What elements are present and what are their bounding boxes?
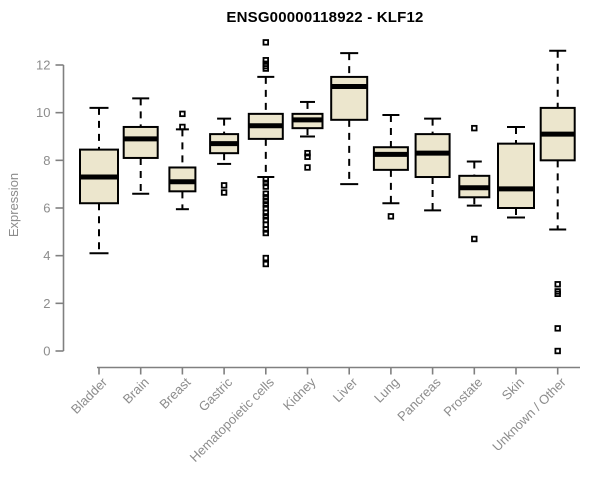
outlier-point: [554, 325, 561, 332]
y-tick-label: 0: [43, 344, 50, 359]
x-category-label: Lung: [371, 375, 402, 406]
x-category-label: Liver: [330, 374, 361, 405]
x-category-label: Gastric: [196, 374, 236, 414]
outlier-point: [387, 213, 395, 220]
box-brain: [122, 97, 159, 195]
outlier-point: [262, 209, 269, 216]
outlier-point: [262, 183, 269, 190]
outlier-point: [220, 189, 228, 196]
outlier-point: [262, 260, 269, 268]
outlier-point: [304, 164, 311, 171]
outlier-point: [262, 213, 269, 220]
outlier-point: [262, 179, 269, 187]
box-pancreas: [414, 117, 451, 212]
iqr-box: [497, 142, 535, 209]
outlier-point: [262, 229, 269, 237]
outlier-point: [554, 281, 561, 288]
outlier-point: [262, 176, 269, 183]
outlier-point: [554, 290, 561, 297]
outlier-point: [554, 347, 561, 355]
x-category-label: Pancreas: [394, 374, 444, 424]
box-bladder: [79, 106, 119, 255]
y-tick-label: 12: [36, 58, 50, 73]
iqr-box: [372, 146, 409, 171]
outlier-point: [262, 197, 269, 205]
y-tick-label: 2: [43, 296, 50, 311]
y-tick-label: 8: [43, 153, 50, 168]
y-tick-label: 6: [43, 201, 50, 216]
box-unknown-other: [539, 49, 576, 355]
x-category-label: Brain: [120, 375, 152, 407]
iqr-box: [330, 75, 369, 121]
outlier-point: [471, 235, 478, 243]
outlier-point: [262, 254, 269, 262]
outlier-point: [220, 182, 228, 189]
x-category-label: Prostate: [441, 375, 486, 420]
outlier-point: [262, 190, 269, 197]
x-category-label: Skin: [499, 375, 527, 403]
box-liver: [330, 52, 369, 186]
x-category-label: Bladder: [68, 374, 111, 417]
y-axis: 0 2 4 6 8 10 12: [36, 58, 65, 359]
box-kidney: [291, 100, 324, 171]
box-breast: [168, 110, 197, 211]
box-lung: [372, 114, 409, 220]
box-prostate: [458, 124, 491, 243]
x-category-label: Breast: [156, 374, 193, 411]
outlier-point: [304, 149, 311, 157]
outlier-point: [262, 65, 269, 72]
outlier-point: [262, 57, 269, 64]
y-tick-label: 4: [43, 248, 50, 263]
box-skin: [497, 125, 535, 219]
outlier-point: [262, 226, 269, 233]
x-category-label: Kidney: [280, 374, 319, 413]
iqr-box: [122, 125, 159, 159]
y-tick-label: 10: [36, 105, 50, 120]
box-gastric: [209, 117, 240, 196]
chart-title: ENSG00000118922 - KLF12: [226, 9, 424, 26]
outlier-point: [262, 194, 269, 201]
x-category-label: Unknown / Other: [489, 374, 569, 454]
box-hematopoietic-cells: [247, 39, 284, 268]
outlier-point: [262, 201, 269, 208]
outlier-point: [304, 153, 311, 160]
outlier-point: [179, 123, 186, 131]
outlier-point: [262, 39, 269, 46]
outlier-point: [471, 124, 478, 132]
outlier-point: [179, 110, 186, 118]
